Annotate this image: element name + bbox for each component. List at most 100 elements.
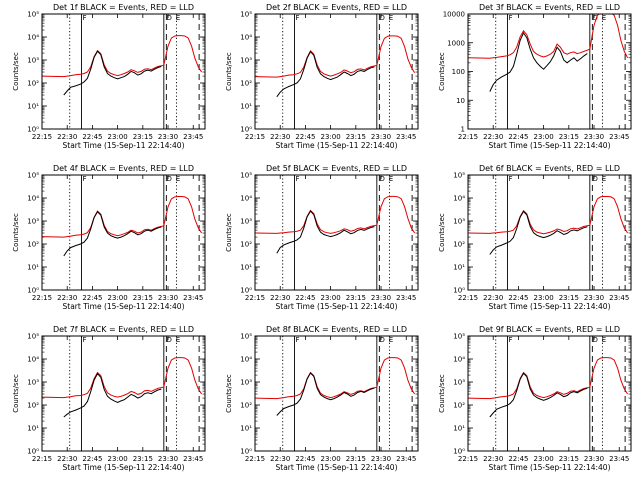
x-tick-label: 23:45 xyxy=(609,133,629,141)
plot-panel: Det 2f BLACK = Events, RED = LLD 22:15 22:… xyxy=(225,3,419,150)
x-axis-label: Start Time (15-Sep-11 22:14:40) xyxy=(63,141,185,150)
y-axis-label: Counts/sec xyxy=(12,52,20,91)
plot-frame xyxy=(254,335,419,452)
plot-frame xyxy=(467,174,632,291)
marker-letter: E xyxy=(389,336,393,344)
y-tick-label: 10³ xyxy=(27,379,39,387)
x-tick-label: 23:00 xyxy=(321,294,341,302)
y-tick-label: 10 xyxy=(456,97,465,105)
plot-panel: Det 1f BLACK = Events, RED = LLD 22:15 22:… xyxy=(12,3,206,150)
marker-letter: D xyxy=(593,175,598,183)
y-tick-label: 10⁴ xyxy=(27,34,39,42)
y-tick-label: 10⁰ xyxy=(453,287,465,295)
x-tick-label: 22:15 xyxy=(458,455,478,463)
lld-series-line xyxy=(255,357,416,400)
events-series-line xyxy=(276,210,375,254)
y-tick-label: 10⁰ xyxy=(240,448,252,456)
y-tick-label: 10³ xyxy=(453,218,465,226)
y-tick-label: 10² xyxy=(453,241,465,249)
x-tick-label: 23:00 xyxy=(108,294,128,302)
plot-title: Det 3f BLACK = Events, RED = LLD xyxy=(479,3,620,12)
plot-title: Det 1f BLACK = Events, RED = LLD xyxy=(53,3,194,12)
x-tick-label: 23:00 xyxy=(534,455,554,463)
events-series-line xyxy=(489,31,588,92)
plot-title: Det 4f BLACK = Events, RED = LLD xyxy=(53,164,194,173)
events-series-line xyxy=(276,50,375,98)
marker-letter: E xyxy=(389,175,393,183)
marker-letter: E xyxy=(389,14,393,22)
x-tick-label: 22:45 xyxy=(508,455,528,463)
y-tick-label: 10⁵ xyxy=(27,11,39,19)
y-tick-label: 10¹ xyxy=(240,103,252,111)
x-tick-label: 23:45 xyxy=(609,294,629,302)
x-tick-label: 23:00 xyxy=(321,133,341,141)
y-axis-label: Counts/sec xyxy=(438,374,446,413)
marker-letter: E xyxy=(176,336,180,344)
y-tick-label: 10³ xyxy=(453,379,465,387)
y-tick-label: 10⁵ xyxy=(27,172,39,180)
events-series-line xyxy=(63,210,162,257)
y-tick-label: 10⁰ xyxy=(240,287,252,295)
x-tick-label: 23:30 xyxy=(584,294,604,302)
x-tick-label: 23:45 xyxy=(609,455,629,463)
x-tick-label: 22:45 xyxy=(295,294,315,302)
plot-frame xyxy=(41,13,206,130)
y-tick-label: 10³ xyxy=(27,57,39,65)
y-tick-label: 100 xyxy=(452,68,465,76)
y-tick-label: 10⁰ xyxy=(27,126,39,134)
y-tick-label: 10⁴ xyxy=(27,195,39,203)
plot-title: Det 9f BLACK = Events, RED = LLD xyxy=(479,325,620,334)
x-tick-label: 23:00 xyxy=(321,455,341,463)
marker-letter: F xyxy=(508,175,512,183)
y-tick-label: 10³ xyxy=(240,57,252,65)
x-axis-label: Start Time (15-Sep-11 22:14:40) xyxy=(63,302,185,311)
marker-letter: F xyxy=(295,175,299,183)
x-tick-label: 23:00 xyxy=(534,133,554,141)
lld-series-line xyxy=(42,35,203,78)
y-tick-label: 10¹ xyxy=(453,264,465,272)
y-tick-label: 10² xyxy=(240,402,252,410)
lld-series-line xyxy=(255,195,416,234)
plot-frame xyxy=(41,174,206,291)
plot-title: Det 5f BLACK = Events, RED = LLD xyxy=(266,164,407,173)
marker-letter: D xyxy=(167,14,172,22)
x-tick-label: 22:30 xyxy=(483,294,503,302)
x-tick-label: 22:45 xyxy=(82,133,102,141)
marker-letter: F xyxy=(82,14,86,22)
y-tick-label: 10¹ xyxy=(453,425,465,433)
y-tick-label: 10⁰ xyxy=(27,448,39,456)
x-tick-label: 23:15 xyxy=(133,133,153,141)
y-tick-label: 10⁰ xyxy=(453,448,465,456)
y-tick-label: 10² xyxy=(453,402,465,410)
x-tick-label: 23:45 xyxy=(396,133,416,141)
y-tick-label: 10⁵ xyxy=(453,172,465,180)
x-tick-label: 23:30 xyxy=(371,455,391,463)
y-tick-label: 10⁴ xyxy=(27,356,39,364)
y-axis-label: Counts/sec xyxy=(12,374,20,413)
y-axis-label: Counts/sec xyxy=(225,374,233,413)
marker-letter: F xyxy=(508,14,512,22)
y-tick-label: 10⁴ xyxy=(240,34,252,42)
y-tick-label: 10¹ xyxy=(27,103,39,111)
x-tick-label: 23:15 xyxy=(346,133,366,141)
plot-title: Det 2f BLACK = Events, RED = LLD xyxy=(266,3,407,12)
y-tick-label: 10² xyxy=(27,241,39,249)
x-tick-label: 22:30 xyxy=(270,455,290,463)
plot-frame xyxy=(467,13,632,130)
x-axis-label: Start Time (15-Sep-11 22:14:40) xyxy=(276,463,398,472)
y-tick-label: 10⁵ xyxy=(240,333,252,341)
marker-letter: D xyxy=(593,14,598,22)
plot-panel: Det 6f BLACK = Events, RED = LLD 22:15 22:… xyxy=(438,164,632,311)
events-series-line xyxy=(63,50,162,96)
y-tick-label: 1000 xyxy=(447,39,465,47)
x-tick-label: 22:15 xyxy=(32,455,52,463)
y-tick-label: 10² xyxy=(240,241,252,249)
marker-letter: E xyxy=(602,14,606,22)
marker-letter: D xyxy=(380,175,385,183)
x-tick-label: 23:30 xyxy=(584,455,604,463)
marker-letter: D xyxy=(380,336,385,344)
plot-title: Det 6f BLACK = Events, RED = LLD xyxy=(479,164,620,173)
marker-letter: F xyxy=(508,336,512,344)
plot-frame xyxy=(467,335,632,452)
